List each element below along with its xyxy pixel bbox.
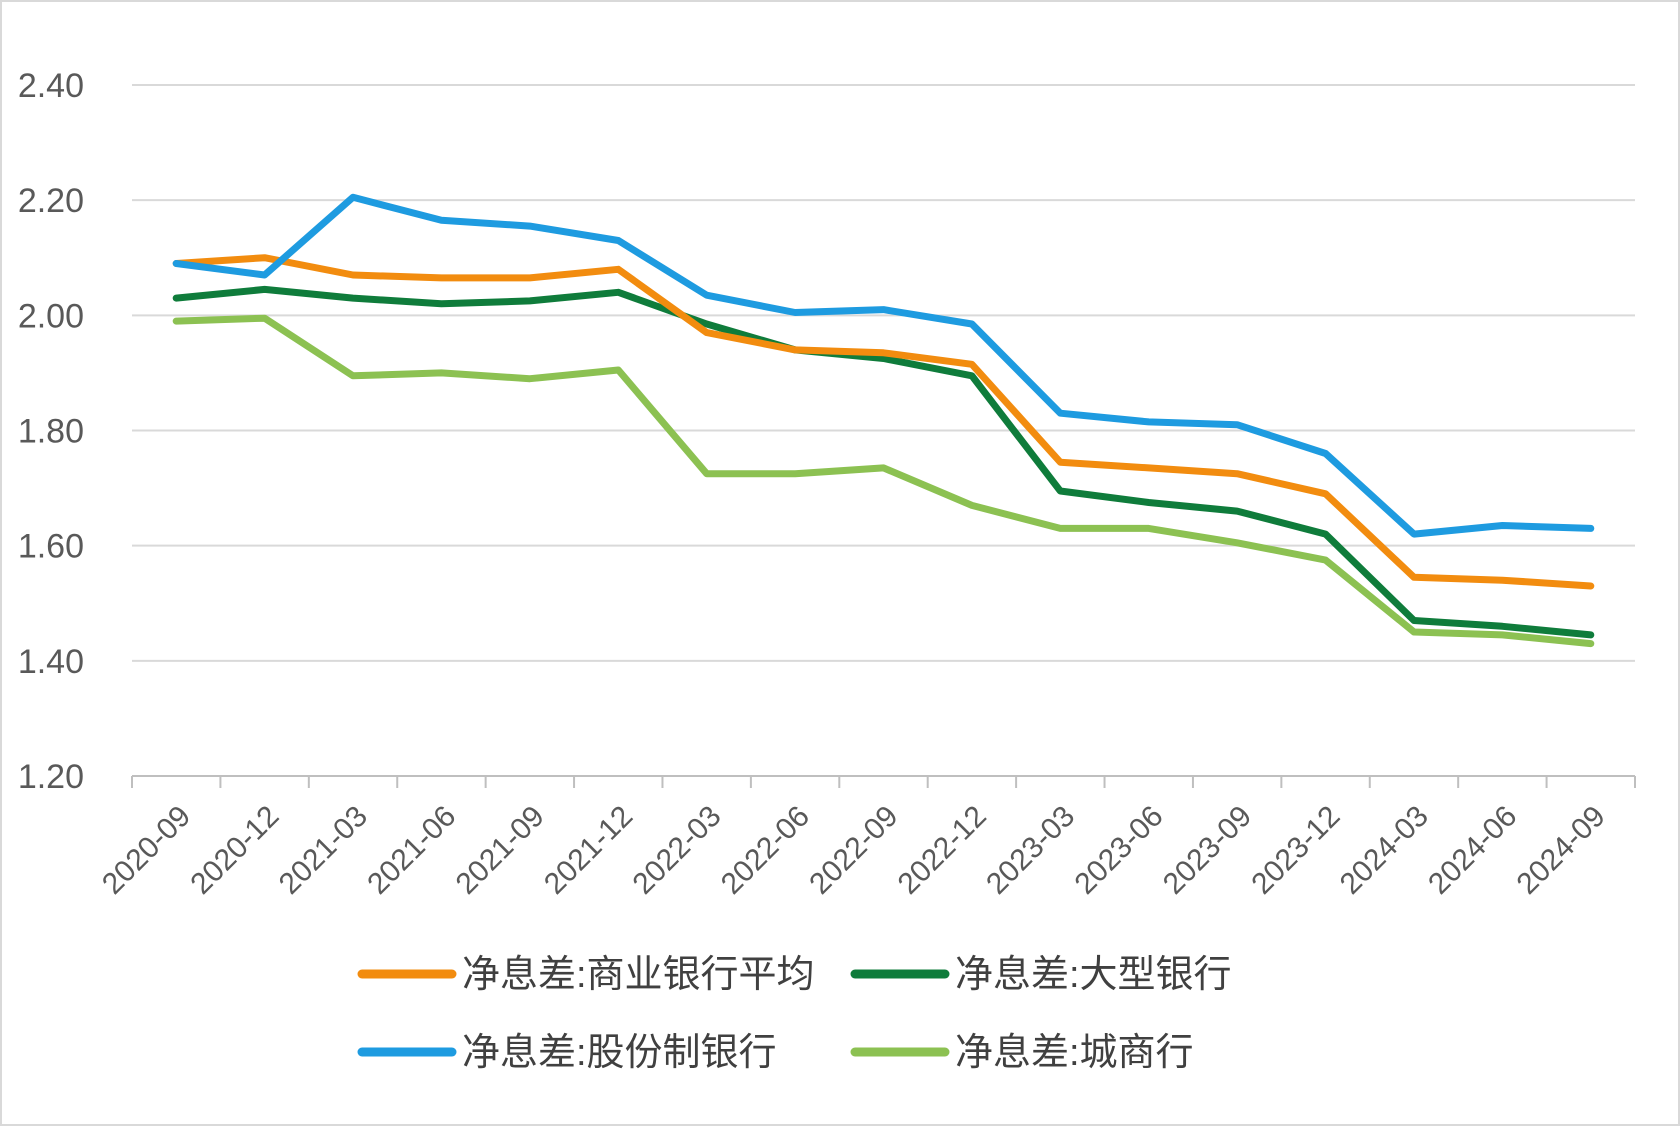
series-line-0 [172, 254, 1595, 590]
y-tick-label: 2.20 [18, 182, 84, 220]
series-lines [172, 193, 1595, 648]
gridlines [132, 84, 1635, 662]
x-tick-label: 2020-09 [96, 800, 197, 901]
x-tick-label: 2022-03 [626, 800, 727, 901]
y-tick-label: 1.20 [18, 758, 84, 796]
x-tick-label: 2021-03 [273, 800, 374, 901]
series-line-2 [172, 193, 1595, 538]
x-tick-label: 2020-12 [184, 800, 285, 901]
y-tick-label: 1.80 [18, 413, 84, 451]
x-tick-label: 2022-09 [803, 800, 904, 901]
x-tick-label: 2023-09 [1157, 800, 1258, 901]
legend-label: 净息差:商业银行平均 [462, 954, 815, 996]
series-line-3 [172, 314, 1595, 648]
x-tick-label: 2022-12 [892, 800, 993, 901]
legend-label: 净息差:城商行 [955, 1032, 1194, 1074]
legend-label: 净息差:大型银行 [955, 954, 1232, 996]
x-tick-label: 2023-12 [1245, 800, 1346, 901]
x-tick-label: 2021-12 [538, 800, 639, 901]
x-tick-label: 2024-09 [1511, 800, 1612, 901]
x-tick-label: 2021-09 [450, 800, 551, 901]
y-axis-ticks: 1.20 1.40 1.60 1.80 2.00 2.20 2.40 [18, 67, 84, 796]
y-tick-label: 2.40 [18, 67, 84, 105]
x-tick-label: 2024-03 [1334, 800, 1435, 901]
y-tick-label: 2.00 [18, 297, 84, 335]
x-tick-label: 2024-06 [1422, 800, 1523, 901]
series-line-1 [172, 285, 1595, 639]
x-tick-label: 2023-03 [980, 800, 1081, 901]
x-tick-label: 2021-06 [361, 800, 462, 901]
x-axis: 2020-092020-122021-032021-062021-092021-… [96, 775, 1636, 901]
legend-label: 净息差:股份制银行 [462, 1032, 777, 1074]
y-tick-label: 1.40 [18, 643, 84, 681]
y-tick-label: 1.60 [18, 528, 84, 566]
x-tick-label: 2023-06 [1068, 800, 1169, 901]
x-tick-label: 2022-06 [715, 800, 816, 901]
